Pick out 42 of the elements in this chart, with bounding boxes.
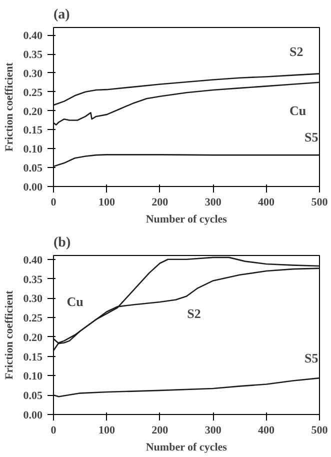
series-label: Cu	[290, 102, 306, 118]
y-tick-label: 0.05	[23, 162, 43, 175]
x-tick-label: 200	[152, 196, 169, 208]
y-tick-label: 0.10	[23, 144, 43, 156]
series-label: S5	[304, 130, 319, 145]
y-tick-label: 0.25	[23, 312, 43, 325]
chart-title: (a)	[54, 8, 70, 22]
series-label: S2	[187, 306, 201, 321]
x-tick-label: 400	[258, 196, 276, 208]
x-tick-label: 0	[50, 424, 57, 436]
y-tick-label: 0.00	[23, 182, 43, 194]
y-tick-label: 0.15	[23, 124, 43, 137]
x-tick-label: 500	[311, 196, 328, 208]
y-axis-title: Friction coefficient	[3, 62, 16, 152]
chart-title: (b)	[54, 236, 71, 250]
series-label: S5	[304, 350, 319, 366]
y-tick-label: 0.25	[23, 86, 43, 99]
y-tick-label: 0.35	[23, 49, 43, 61]
x-tick-label: 100	[98, 424, 116, 436]
x-tick-label: 300	[204, 424, 222, 436]
x-axis-title: Number of cycles	[146, 214, 228, 226]
x-tick-label: 0	[50, 196, 57, 208]
y-tick-label: 0.40	[23, 30, 43, 42]
y-tick-label: 0.30	[23, 68, 43, 80]
y-axis-title: Friction coefficient	[3, 290, 16, 380]
y-tick-label: 0.15	[23, 351, 43, 364]
x-tick-label: 300	[204, 196, 222, 208]
y-tick-label: 0.30	[23, 293, 43, 306]
x-tick-label: 200	[152, 424, 169, 436]
y-tick-label: 0.10	[23, 370, 43, 383]
y-tick-label: 0.40	[23, 254, 43, 266]
y-tick-label: 0.20	[23, 106, 43, 118]
x-tick-label: 500	[311, 424, 328, 436]
y-tick-label: 0.00	[23, 410, 43, 422]
y-tick-label: 0.20	[23, 332, 43, 344]
series-label: Cu	[66, 294, 84, 310]
x-axis-title: Number of cycles	[146, 442, 228, 454]
y-tick-label: 0.05	[23, 390, 43, 402]
y-tick-label: 0.35	[23, 274, 43, 286]
x-tick-label: 400	[258, 424, 276, 436]
x-tick-label: 100	[98, 196, 116, 208]
series-label: S2	[290, 44, 304, 60]
